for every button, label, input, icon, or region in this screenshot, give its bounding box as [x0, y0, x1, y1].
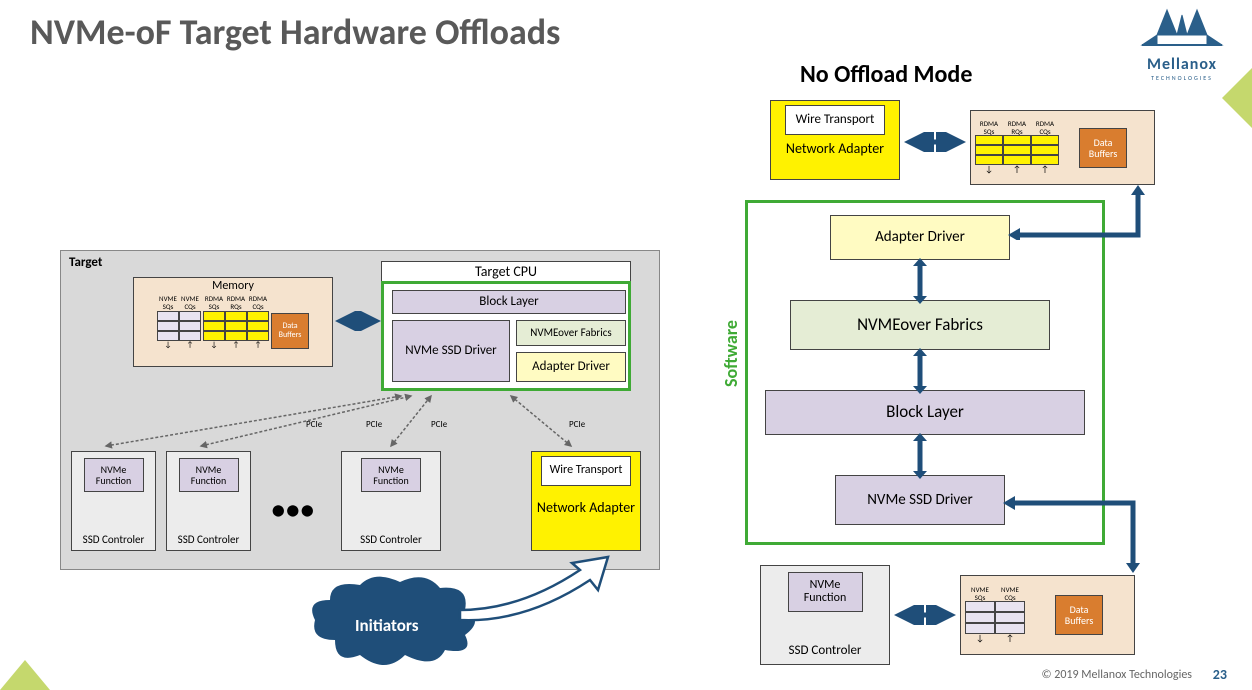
q-sub: RQs — [1003, 128, 1031, 136]
wire-transport: Wire Transport — [541, 456, 631, 486]
nvme-function: NVMe Function — [84, 458, 144, 492]
q-sub: SQs — [975, 128, 1003, 136]
q-sub: SQs — [965, 594, 995, 602]
adapter-driver: Adapter Driver — [516, 352, 626, 382]
nvme-queues: NVME NVME SQs CQs ↓↑ — [157, 295, 201, 349]
nvme-queue-block: NVME NVME SQs CQs ↓↑ Data Buffers — [960, 575, 1135, 655]
copyright: © 2019 Mellanox Technologies — [1042, 668, 1192, 682]
memory-block: Memory NVME NVME SQs CQs ↓↑ — [133, 277, 333, 367]
logo-name: Mellanox — [1132, 55, 1232, 74]
memory-title: Memory — [212, 280, 254, 293]
block-layer-right: Block Layer — [765, 390, 1085, 435]
pcie-arrows — [91, 391, 631, 451]
q-sub: CQs — [1031, 128, 1059, 136]
data-buffers: Data Buffers — [1079, 128, 1127, 168]
nvme-function: NVMe Function — [361, 458, 421, 492]
nvme-function: NVMe Function — [179, 458, 239, 492]
rdma-queues: RDMA RDMA RDMA SQs RQs CQs ↓↑↑ — [203, 295, 269, 349]
target-frame: Target Memory NVME NVME SQs CQs ↓↑ — [60, 250, 660, 570]
target-label: Target — [69, 255, 102, 270]
mellanox-logo: Mellanox TECHNOLOGIES — [1132, 0, 1232, 82]
ssd-label: SSD Controler — [360, 534, 422, 546]
nvme-ssd-driver-right: NVMe SSD Driver — [835, 475, 1005, 525]
data-buffers: Data Buffers — [271, 313, 309, 349]
ssd-controller: NVMe Function SSD Controler — [166, 451, 251, 551]
rdma-queue-block: RDMA RDMA RDMA SQs RQs CQs ↓↑↑ Data Buff… — [970, 110, 1155, 185]
bidir-arrow-icon — [910, 348, 930, 394]
nvme-ssd-driver: NVMe SSD Driver — [392, 320, 510, 382]
elbow-arrow-icon — [1008, 185, 1148, 240]
pcie-label: PCIe — [569, 419, 585, 430]
bidir-arrow-icon — [894, 605, 956, 625]
pcie-label: PCIe — [366, 419, 382, 430]
logo-sub: TECHNOLOGIES — [1132, 74, 1232, 82]
bidir-arrow-icon — [335, 311, 381, 331]
subtitle: No Offload Mode — [800, 60, 972, 89]
ellipsis: ●●● — [271, 496, 315, 525]
q-sub: SQs — [203, 303, 225, 311]
nvme-function: NVMe Function — [788, 572, 863, 612]
nvme-over-fabrics-right: NVMEover Fabrics — [790, 300, 1050, 350]
hollow-arrow-icon — [450, 555, 620, 625]
rdma-queues: RDMA RDMA RDMA SQs RQs CQs ↓↑↑ — [975, 120, 1059, 175]
adapter-label: Network Adapter — [537, 500, 635, 515]
wire-transport: Wire Transport — [785, 105, 885, 135]
ssd-controller-right: NVMe Function SSD Controler — [760, 565, 890, 665]
ssd-controller: NVMe Function SSD Controler — [341, 451, 441, 551]
ssd-label: SSD Controler — [83, 534, 145, 546]
network-adapter-right: Wire Transport Network Adapter — [770, 100, 900, 180]
initiators-label: Initiators — [355, 615, 419, 636]
accent-triangle-bottom — [0, 660, 50, 690]
bidir-arrow-icon — [910, 258, 930, 304]
q-sub: CQs — [995, 594, 1025, 602]
logo-icon — [1132, 0, 1232, 50]
pcie-label: PCIe — [431, 419, 447, 430]
block-layer: Block Layer — [392, 290, 626, 314]
target-cpu-title: Target CPU — [381, 261, 631, 281]
adapter-driver-right: Adapter Driver — [830, 215, 1010, 260]
q-sub: RQs — [225, 303, 247, 311]
data-buffers: Data Buffers — [1055, 595, 1103, 635]
bidir-arrow-icon — [910, 433, 930, 479]
q-sub: CQs — [247, 303, 269, 311]
ssd-controller: NVMe Function SSD Controler — [71, 451, 156, 551]
ssd-label: SSD Controler — [178, 534, 240, 546]
adapter-label: Network Adapter — [786, 141, 884, 156]
page-title: NVMe-oF Target Hardware Offloads — [30, 10, 560, 54]
software-label: Software — [720, 320, 742, 387]
ssd-label: SSD Controler — [789, 644, 862, 658]
elbow-arrow-icon — [1003, 495, 1143, 575]
target-cpu-box: Block Layer NVMe SSD Driver NVMEover Fab… — [381, 281, 631, 391]
nvme-queues: NVME NVME SQs CQs ↓↑ — [965, 586, 1025, 644]
network-adapter: Wire Transport Network Adapter — [531, 451, 641, 551]
page-number: 23 — [1213, 666, 1227, 683]
accent-triangle-top — [1222, 68, 1252, 128]
q-sub: SQs — [157, 303, 179, 311]
nvme-over-fabrics: NVMEover Fabrics — [516, 320, 626, 346]
q-sub: CQs — [179, 303, 201, 311]
pcie-label: PCIe — [306, 419, 322, 430]
bidir-arrow-icon — [904, 132, 966, 152]
